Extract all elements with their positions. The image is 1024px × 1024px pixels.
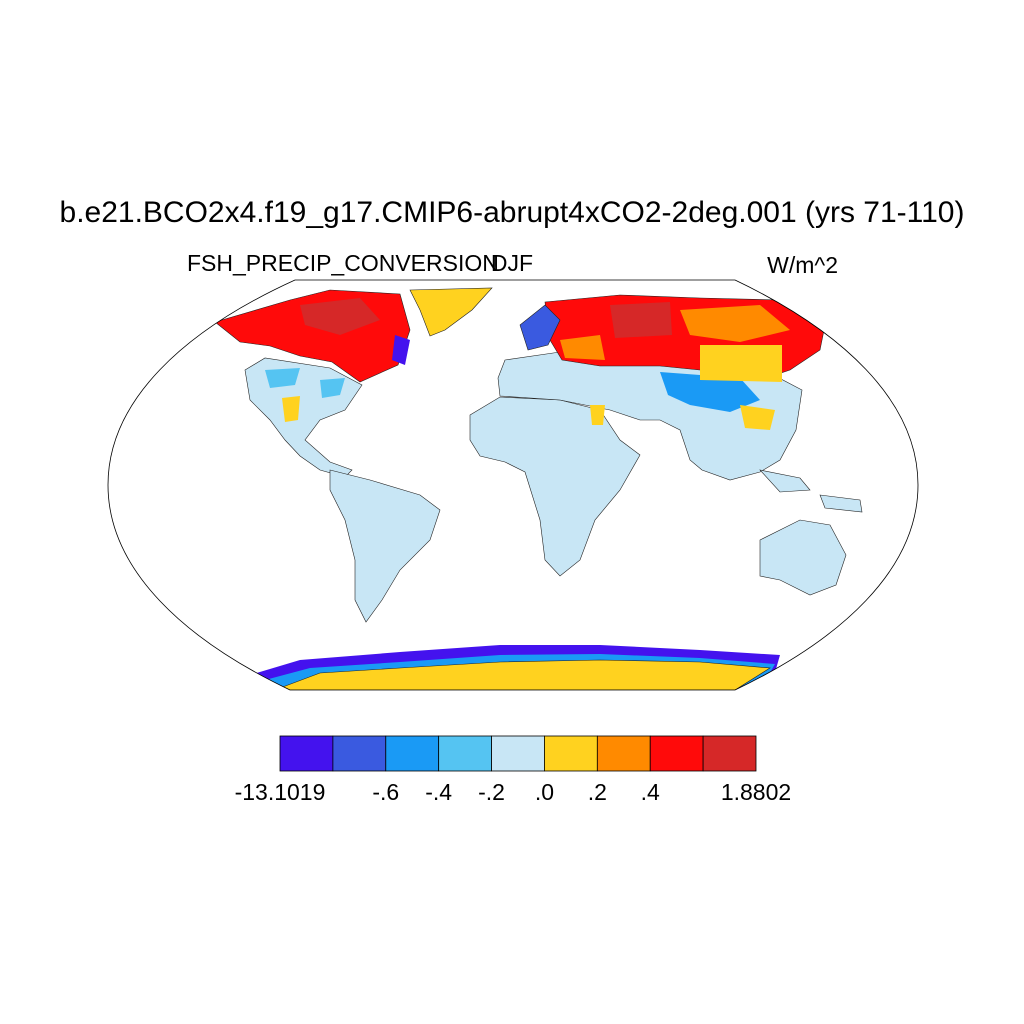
colorbar-label: -.6 bbox=[372, 779, 399, 805]
colorbar-label: 1.8802 bbox=[721, 779, 791, 805]
antarctica bbox=[278, 659, 771, 690]
north-america bbox=[244, 357, 363, 478]
scandinavia bbox=[519, 304, 561, 351]
north-america-patch bbox=[265, 368, 345, 398]
colorbar-box bbox=[596, 735, 651, 772]
asia-patch bbox=[590, 405, 775, 430]
colorbar-box bbox=[544, 735, 598, 772]
colorbar-label: -13.1019 bbox=[235, 779, 326, 805]
africa bbox=[469, 396, 641, 577]
colorbar-label: .4 bbox=[641, 779, 660, 805]
colorbar: -13.1019 -.6 -.4 -.2 .0 .2 .4 1.8802 bbox=[235, 735, 791, 805]
right-string: W/m^2 bbox=[767, 252, 838, 278]
colorbar-label: .0 bbox=[535, 779, 554, 805]
colorbar-box bbox=[385, 735, 440, 772]
canada-edge bbox=[392, 335, 410, 365]
greenland bbox=[409, 287, 493, 337]
asia-patch bbox=[660, 372, 760, 412]
colorbar-label: .2 bbox=[588, 779, 607, 805]
australia bbox=[759, 519, 847, 596]
map bbox=[214, 287, 863, 690]
colorbar-box bbox=[649, 735, 704, 772]
north-america-patch bbox=[282, 396, 300, 422]
colorbar-label: -.4 bbox=[425, 779, 452, 805]
siberia-patch bbox=[700, 345, 782, 382]
map-outline bbox=[107, 279, 919, 691]
colorbar-box bbox=[491, 735, 545, 772]
colorbar-box bbox=[438, 735, 492, 772]
south-america bbox=[329, 469, 441, 623]
islands bbox=[759, 469, 863, 513]
colorbar-box bbox=[332, 735, 387, 772]
map-title: b.e21.BCO2x4.f19_g17.CMIP6-abrupt4xCO2-2… bbox=[60, 196, 965, 229]
center-string: DJF bbox=[491, 250, 533, 276]
canada-patch bbox=[300, 298, 380, 335]
colorbar-box bbox=[702, 735, 757, 772]
siberia-patch bbox=[560, 305, 790, 360]
left-string: FSH_PRECIP_CONVERSION bbox=[187, 250, 499, 276]
siberia-patch bbox=[610, 302, 672, 338]
colorbar-label: -.2 bbox=[478, 779, 505, 805]
colorbar-box bbox=[279, 735, 334, 772]
